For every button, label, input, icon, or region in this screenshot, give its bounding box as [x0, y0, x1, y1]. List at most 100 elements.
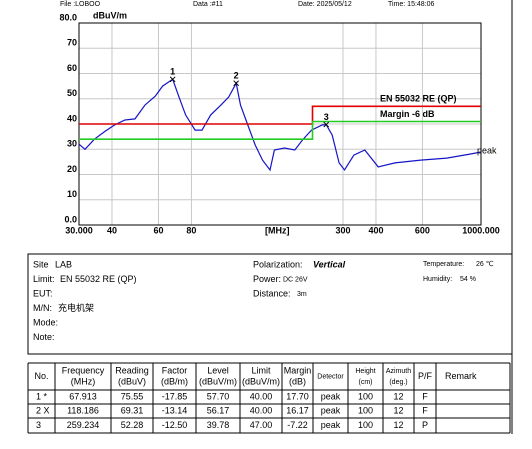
table-header: (dBuV/m) [199, 376, 237, 386]
table-cell: -7.22 [287, 420, 308, 430]
table-cell: 100 [358, 420, 373, 430]
table-header: Height [355, 368, 375, 375]
y-tick-label: 40 [67, 113, 77, 123]
table-cell: 69.31 [121, 405, 144, 415]
env-label: Temperature: [423, 261, 464, 268]
y-tick-label: 30 [67, 139, 77, 149]
table-cell: 12 [393, 405, 403, 415]
table-cell: 40.00 [250, 405, 273, 415]
table-cell: 16.17 [286, 405, 309, 415]
y-tick-label: 10 [67, 189, 77, 199]
info-value: EN 55032 RE (QP) [60, 274, 137, 284]
table-header: No. [34, 371, 48, 381]
table-cell: 1 * [36, 391, 48, 401]
info-label: Note: [33, 332, 55, 342]
x-tick-label: 300 [335, 225, 350, 235]
table-cell: 2 X [36, 405, 50, 415]
table-header: (deg.) [389, 379, 407, 386]
x-tick-label: 80 [186, 225, 196, 235]
info-value: DC 26V [283, 276, 308, 283]
table-cell: -13.14 [162, 405, 188, 415]
table-cell: 56.17 [207, 405, 230, 415]
date: Date: 2025/05/12 [298, 1, 352, 8]
marker [323, 121, 330, 128]
table-header: Margin [284, 365, 312, 375]
table-header: (cm) [359, 379, 373, 386]
table-cell: peak [321, 420, 341, 430]
y-tick-label: 60 [67, 63, 77, 73]
y-tick-label: 80.0 [59, 12, 77, 22]
table-cell: 259.234 [67, 420, 100, 430]
table-header: Level [207, 365, 229, 375]
table-cell: 47.00 [250, 420, 273, 430]
table-header: Frequency [62, 365, 105, 375]
env-label: Humidity: [423, 276, 452, 283]
x-tick-label: 30.000 [65, 225, 93, 235]
info-label: Polarization: [253, 259, 303, 269]
info-value: 充电机架 [58, 302, 94, 313]
info-label: Power: [253, 274, 281, 284]
table-header: Limit [251, 365, 271, 375]
table-header: Remark [445, 371, 477, 381]
table-header: (dBuV/m) [242, 376, 280, 386]
table-cell: 12 [393, 420, 403, 430]
y-tick-label: 70 [67, 38, 77, 48]
data: Data :#11 [193, 1, 223, 8]
info-value: Vertical [313, 259, 346, 269]
table-header: Azimuth [386, 368, 411, 375]
table-cell: 12 [393, 391, 403, 401]
table-cell: -12.50 [162, 420, 188, 430]
info-label: Site [33, 259, 49, 269]
marker [233, 80, 240, 87]
table-cell: 57.70 [207, 391, 230, 401]
table-header: Factor [162, 365, 188, 375]
x-tick-label: 1000.000 [462, 225, 500, 235]
info-label: Mode: [33, 317, 58, 327]
table-header: (MHz) [71, 376, 96, 386]
info-label: Distance: [253, 288, 291, 298]
y-axis-label: dBuV/m [93, 10, 127, 20]
x-tick-label: 40 [107, 225, 117, 235]
table-cell: 52.28 [121, 420, 144, 430]
x-axis-label: [MHz] [265, 225, 290, 235]
table-cell: 17.70 [286, 391, 309, 401]
table-cell: 100 [358, 405, 373, 415]
info-value: LAB [55, 259, 72, 269]
y-tick-label: 20 [67, 164, 77, 174]
table-header: P/F [418, 371, 433, 381]
trace-label: peak [477, 145, 497, 155]
marker [169, 76, 176, 83]
x-tick-label: 60 [153, 225, 163, 235]
info-box [27, 253, 513, 355]
table-header: (dBuV) [118, 376, 146, 386]
table-cell: 67.913 [69, 391, 97, 401]
table-cell: peak [321, 391, 341, 401]
table-header: Detector [317, 373, 344, 380]
env-value: 54 % [460, 276, 476, 283]
table-cell: -17.85 [162, 391, 188, 401]
table-cell: 100 [358, 391, 373, 401]
table-cell: peak [321, 405, 341, 415]
series-line [78, 78, 482, 172]
info-label: EUT: [33, 288, 53, 298]
info-label: Limit: [33, 274, 55, 284]
table-cell: F [422, 405, 428, 415]
table-header: Reading [115, 365, 149, 375]
table-cell: 75.55 [121, 391, 144, 401]
marker-label: 2 [234, 71, 239, 81]
y-tick-label: 0.0 [64, 214, 77, 224]
series-line [79, 105, 481, 125]
table-header: (dB/m) [161, 376, 188, 386]
series-line [79, 120, 481, 140]
table-header: (dB) [289, 376, 306, 386]
table-cell: P [422, 420, 428, 430]
y-tick-label: 50 [67, 88, 77, 98]
time: Time: 15:48:06 [388, 1, 435, 8]
info-value: 3m [297, 291, 307, 298]
file: File :LOBOO [60, 1, 101, 8]
marker-label: 1 [170, 67, 175, 77]
table-cell: 40.00 [250, 391, 273, 401]
limit-label: EN 55032 RE (QP) [380, 94, 457, 104]
x-tick-label: 600 [415, 225, 430, 235]
